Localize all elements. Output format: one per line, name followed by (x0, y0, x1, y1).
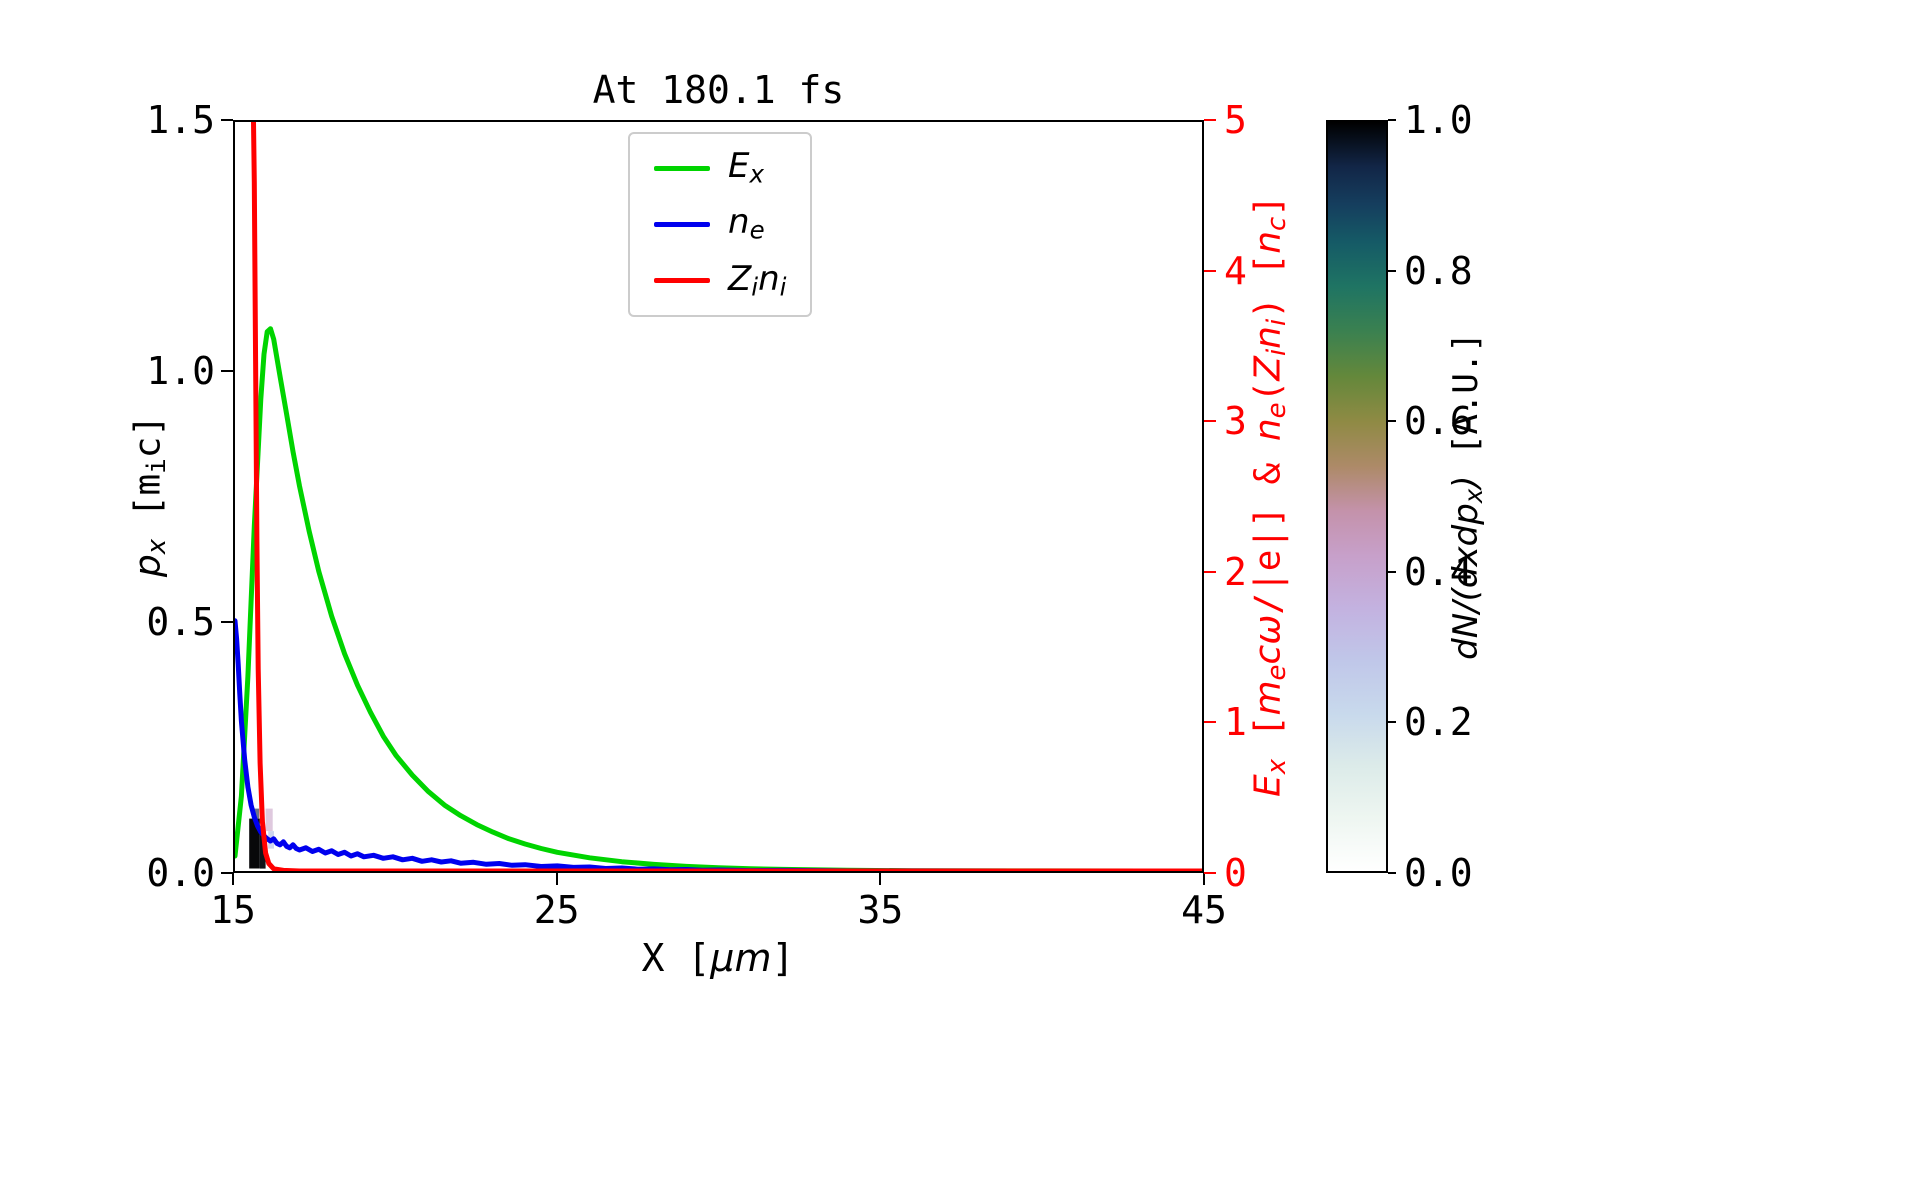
phase-space-cell (259, 831, 266, 869)
x-tick-mark (1203, 873, 1205, 885)
colorbar-tick-label: 0.2 (1404, 700, 1473, 745)
series-line-Zini (250, 122, 1202, 871)
plot-area: Ex ne Zini (233, 120, 1204, 873)
y-left-tick-mark (221, 621, 233, 623)
x-tick-label: 35 (857, 888, 904, 932)
phase-space-cell (254, 808, 260, 819)
colorbar-tick-label: 0.6 (1404, 399, 1473, 444)
colorbar (1326, 120, 1388, 873)
x-tick-mark (555, 873, 558, 885)
legend-line-swatch-Zini (654, 278, 710, 284)
y-left-tick-mark (221, 119, 233, 121)
y-right-tick-mark (1204, 420, 1216, 423)
series-line-ne (235, 618, 1202, 871)
colorbar-tick-mark (1388, 269, 1396, 272)
phase-space-cell (265, 808, 273, 832)
legend-line-swatch-ne (654, 221, 710, 227)
colorbar-tick-mark (1388, 721, 1396, 724)
x-tick-mark (232, 873, 234, 885)
phase-space-cell (249, 818, 260, 869)
x-axis-label: X [μm] (641, 936, 795, 980)
y-axis-label-left: px [mic] (127, 414, 173, 578)
colorbar-tick-label: 0.8 (1404, 248, 1473, 293)
y-right-tick-label: 2 (1224, 549, 1247, 594)
y-right-tick-label: 1 (1224, 700, 1247, 745)
legend-entry-Ex: Ex (654, 146, 786, 189)
colorbar-tick-mark (1388, 420, 1396, 423)
plot-title: At 180.1 fs (592, 68, 845, 112)
colorbar-tick-mark (1388, 570, 1396, 573)
colorbar-tick-mark (1388, 119, 1396, 121)
x-tick-mark (879, 873, 882, 885)
legend-label-Ex: Ex (728, 146, 764, 189)
y-left-tick-label: 1.5 (146, 98, 215, 142)
legend: Ex ne Zini (628, 132, 813, 317)
colorbar-tick-label: 0.4 (1404, 549, 1473, 594)
y-right-tick-label: 4 (1224, 248, 1247, 293)
y-left-tick-label: 1.0 (146, 349, 215, 393)
colorbar-tick-mark (1388, 872, 1396, 874)
x-tick-label: 25 (533, 888, 580, 932)
y-right-tick-label: 0 (1224, 851, 1247, 895)
legend-entry-Zini: Zini (654, 258, 787, 301)
y-axis-label-right: Ex [mecω/|e|] & ne(Zini) [nc] (1247, 195, 1293, 797)
chart-canvas (235, 122, 1202, 871)
y-left-tick-label: 0.0 (146, 851, 215, 895)
y-right-tick-label: 3 (1224, 399, 1247, 444)
y-right-tick-label: 5 (1224, 98, 1247, 142)
legend-label-Zini: Zini (728, 258, 787, 301)
y-left-tick-label: 0.5 (146, 600, 215, 644)
y-right-tick-mark (1204, 119, 1216, 121)
colorbar-tick-label: 1.0 (1404, 98, 1473, 142)
x-tick-label: 15 (210, 888, 256, 932)
y-left-tick-mark (221, 370, 233, 372)
y-left-tick-mark (221, 872, 233, 874)
y-right-tick-mark (1204, 570, 1216, 573)
legend-label-ne: ne (728, 202, 765, 245)
colorbar-tick-label: 0.0 (1404, 851, 1473, 895)
y-right-tick-mark (1204, 872, 1216, 874)
y-right-tick-mark (1204, 269, 1216, 272)
y-right-tick-mark (1204, 721, 1216, 724)
legend-line-swatch-Ex (654, 165, 710, 171)
legend-entry-ne: ne (654, 204, 786, 244)
x-tick-label: 45 (1181, 888, 1227, 932)
colorbar-label: dN/(dxdpx) [A.U.] (1445, 332, 1489, 660)
series-line-Ex (235, 326, 1202, 871)
